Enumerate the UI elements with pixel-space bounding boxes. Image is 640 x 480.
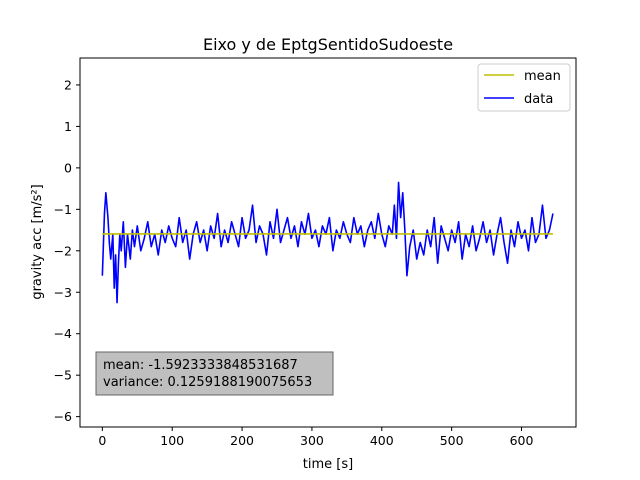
x-tick-label: 500 — [440, 433, 464, 448]
y-axis-label: gravity acc [m/s²] — [30, 184, 45, 299]
y-tick-label: −5 — [54, 368, 72, 383]
stats-annotation: mean: -1.5923333848531687 variance: 0.12… — [95, 351, 334, 396]
stats-mean: mean: -1.5923333848531687 — [103, 358, 298, 373]
stats-variance: variance: 0.1259188190075653 — [103, 375, 312, 390]
stats-box-background — [95, 351, 334, 396]
x-tick-label: 200 — [230, 433, 254, 448]
series-line-data — [101, 181, 554, 304]
y-tick-label: 1 — [64, 119, 72, 134]
x-axis-ticks: 0 100 200 300 400 500 600 — [98, 427, 533, 448]
x-tick-label: 0 — [98, 433, 106, 448]
x-tick-label: 100 — [160, 433, 184, 448]
axes-frame — [79, 57, 577, 428]
x-tick-label: 600 — [510, 433, 534, 448]
y-tick-label: −6 — [54, 409, 72, 424]
y-axis-ticks: −6 −5 −4 −3 −2 −1 0 1 2 — [54, 77, 80, 424]
legend-label-data: data — [524, 92, 553, 107]
series-layer — [101, 181, 554, 304]
x-tick-label: 400 — [370, 433, 394, 448]
legend-label-mean: mean — [524, 69, 561, 84]
chart-title: Eixo y de EptgSentidoSudoeste — [203, 35, 453, 54]
y-tick-label: −2 — [54, 243, 72, 258]
y-tick-label: −3 — [54, 285, 72, 300]
x-tick-label: 300 — [300, 433, 324, 448]
x-axis-label: time [s] — [303, 457, 353, 472]
y-tick-label: 0 — [64, 160, 72, 175]
y-tick-label: −1 — [54, 202, 72, 217]
y-tick-label: −4 — [54, 326, 72, 341]
y-tick-label: 2 — [64, 77, 72, 92]
plot-area: 0 100 200 300 400 500 600 −6 −5 −4 −3 −2 −1 0 1 2 — [54, 57, 577, 448]
legend: mean data — [477, 63, 571, 112]
